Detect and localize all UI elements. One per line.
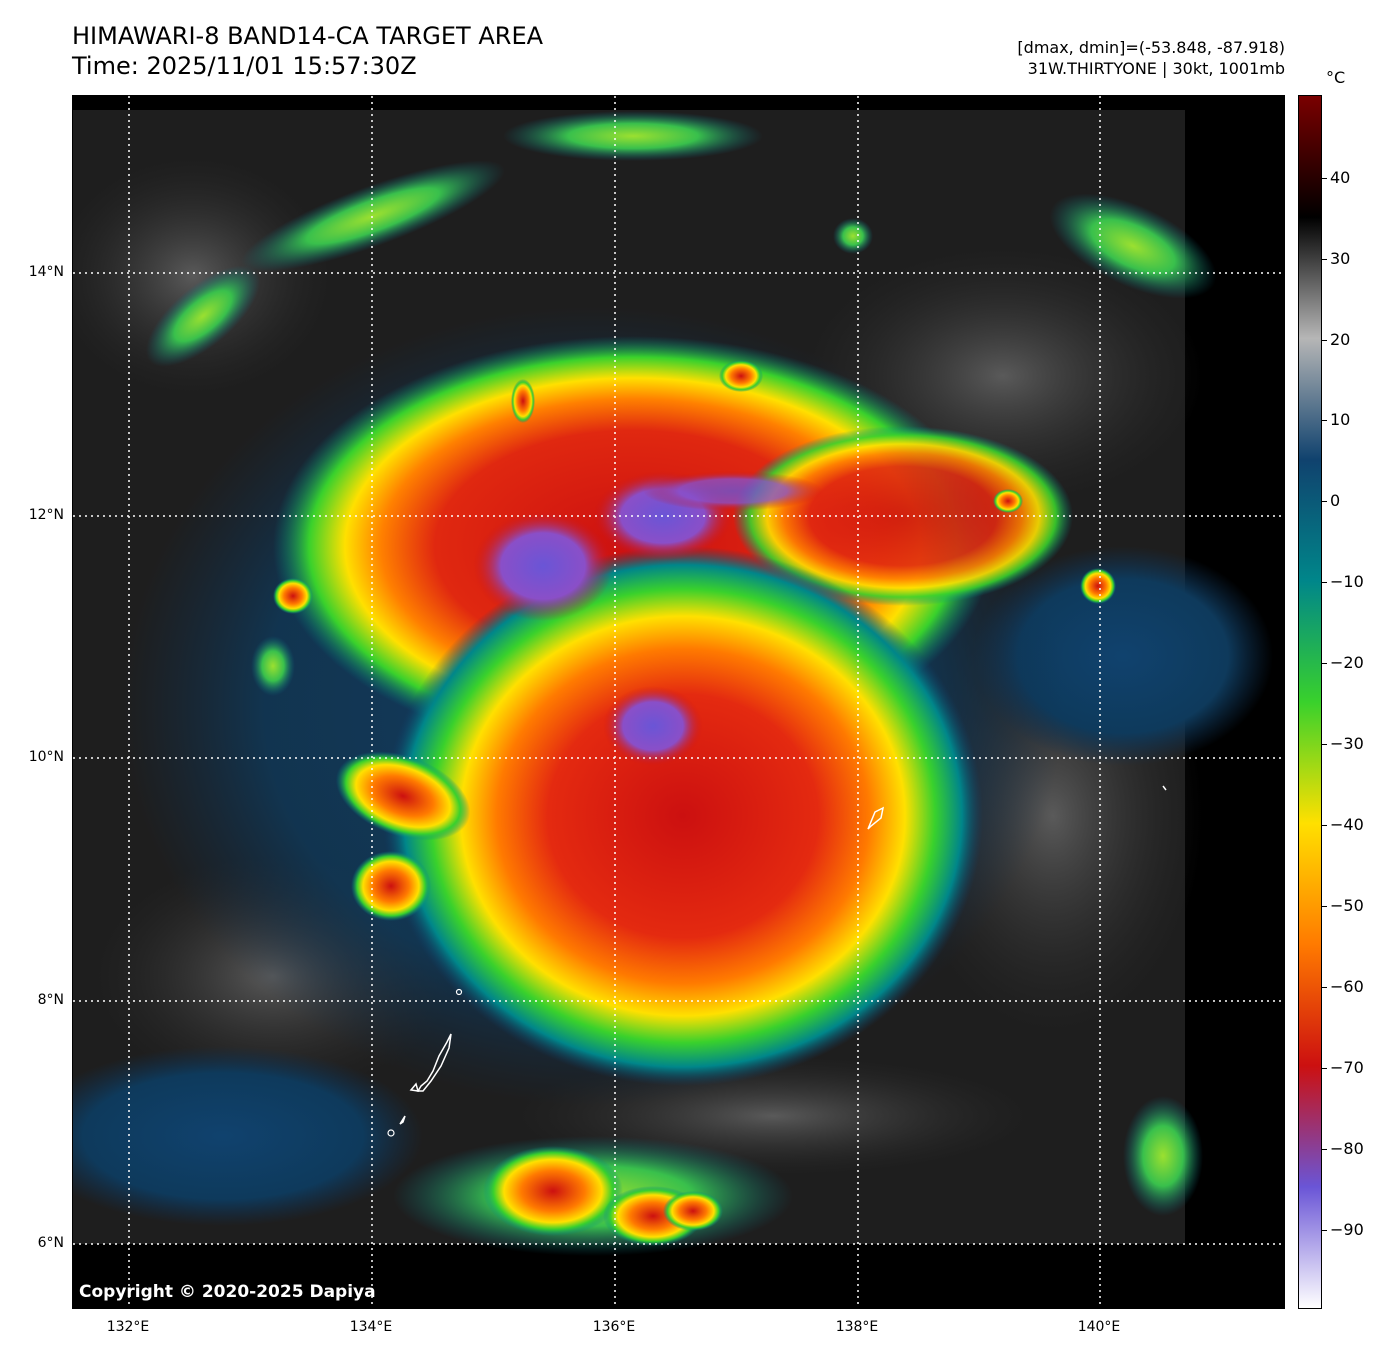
longitude-label: 136°E bbox=[592, 1319, 636, 1335]
colorbar-label: 40 bbox=[1330, 168, 1351, 187]
colorbar-label: 10 bbox=[1330, 410, 1351, 429]
colorbar-tick bbox=[1322, 178, 1327, 179]
longitude-label: 134°E bbox=[349, 1319, 393, 1335]
storm-info: 31W.THIRTYONE | 30kt, 1001mb bbox=[1027, 59, 1285, 78]
satellite-map: Copyright © 2020-2025 Dapiya bbox=[72, 95, 1285, 1309]
colorbar-label: 20 bbox=[1330, 330, 1351, 349]
latitude-label: 8°N bbox=[37, 992, 64, 1008]
longitude-label: 132°E bbox=[106, 1319, 150, 1335]
satellite-imagery bbox=[73, 96, 1284, 1308]
colorbar-label: 30 bbox=[1330, 249, 1351, 268]
colorbar-label: −60 bbox=[1330, 977, 1364, 996]
colorbar-tick bbox=[1322, 1230, 1327, 1231]
colorbar-tick bbox=[1322, 501, 1327, 502]
colorbar-tick bbox=[1322, 259, 1327, 260]
colorbar-tick bbox=[1322, 340, 1327, 341]
palau-coastline bbox=[416, 1033, 452, 1092]
dmax-dmin-readout: [dmax, dmin]=(-53.848, -87.918) bbox=[1017, 38, 1285, 57]
latitude-label: 10°N bbox=[28, 749, 64, 765]
colorbar-tick bbox=[1322, 663, 1327, 664]
colorbar-label: −50 bbox=[1330, 896, 1364, 915]
colorbar-label: −40 bbox=[1330, 815, 1364, 834]
colorbar-label: −90 bbox=[1330, 1220, 1364, 1239]
colorbar-tick bbox=[1322, 825, 1327, 826]
yap-coastline bbox=[867, 806, 885, 830]
latitude-label: 12°N bbox=[28, 507, 64, 523]
chart-time: Time: 2025/11/01 15:57:30Z bbox=[72, 52, 417, 80]
colorbar-label: 0 bbox=[1330, 491, 1341, 510]
colorbar-label: −10 bbox=[1330, 572, 1364, 591]
copyright-notice: Copyright © 2020-2025 Dapiya bbox=[79, 1282, 376, 1302]
colorbar-tick bbox=[1322, 1149, 1327, 1150]
colorbar-unit: °C bbox=[1326, 68, 1346, 87]
colorbar-label: −80 bbox=[1330, 1139, 1364, 1158]
latitude-label: 14°N bbox=[28, 264, 64, 280]
longitude-label: 138°E bbox=[835, 1319, 879, 1335]
colorbar-label: −20 bbox=[1330, 653, 1364, 672]
colorbar-tick bbox=[1322, 582, 1327, 583]
longitude-label: 140°E bbox=[1077, 1319, 1121, 1335]
colorbar-tick bbox=[1322, 906, 1327, 907]
temperature-colorbar bbox=[1298, 95, 1322, 1309]
chart-title: HIMAWARI-8 BAND14-CA TARGET AREA bbox=[72, 22, 544, 50]
latitude-label: 6°N bbox=[37, 1235, 64, 1251]
colorbar-tick bbox=[1322, 420, 1327, 421]
colorbar-tick bbox=[1322, 987, 1327, 988]
colorbar-label: −30 bbox=[1330, 734, 1364, 753]
graticule bbox=[73, 96, 1284, 1308]
colorbar-label: −70 bbox=[1330, 1058, 1364, 1077]
colorbar-tick bbox=[1322, 1068, 1327, 1069]
colorbar-tick bbox=[1322, 744, 1327, 745]
